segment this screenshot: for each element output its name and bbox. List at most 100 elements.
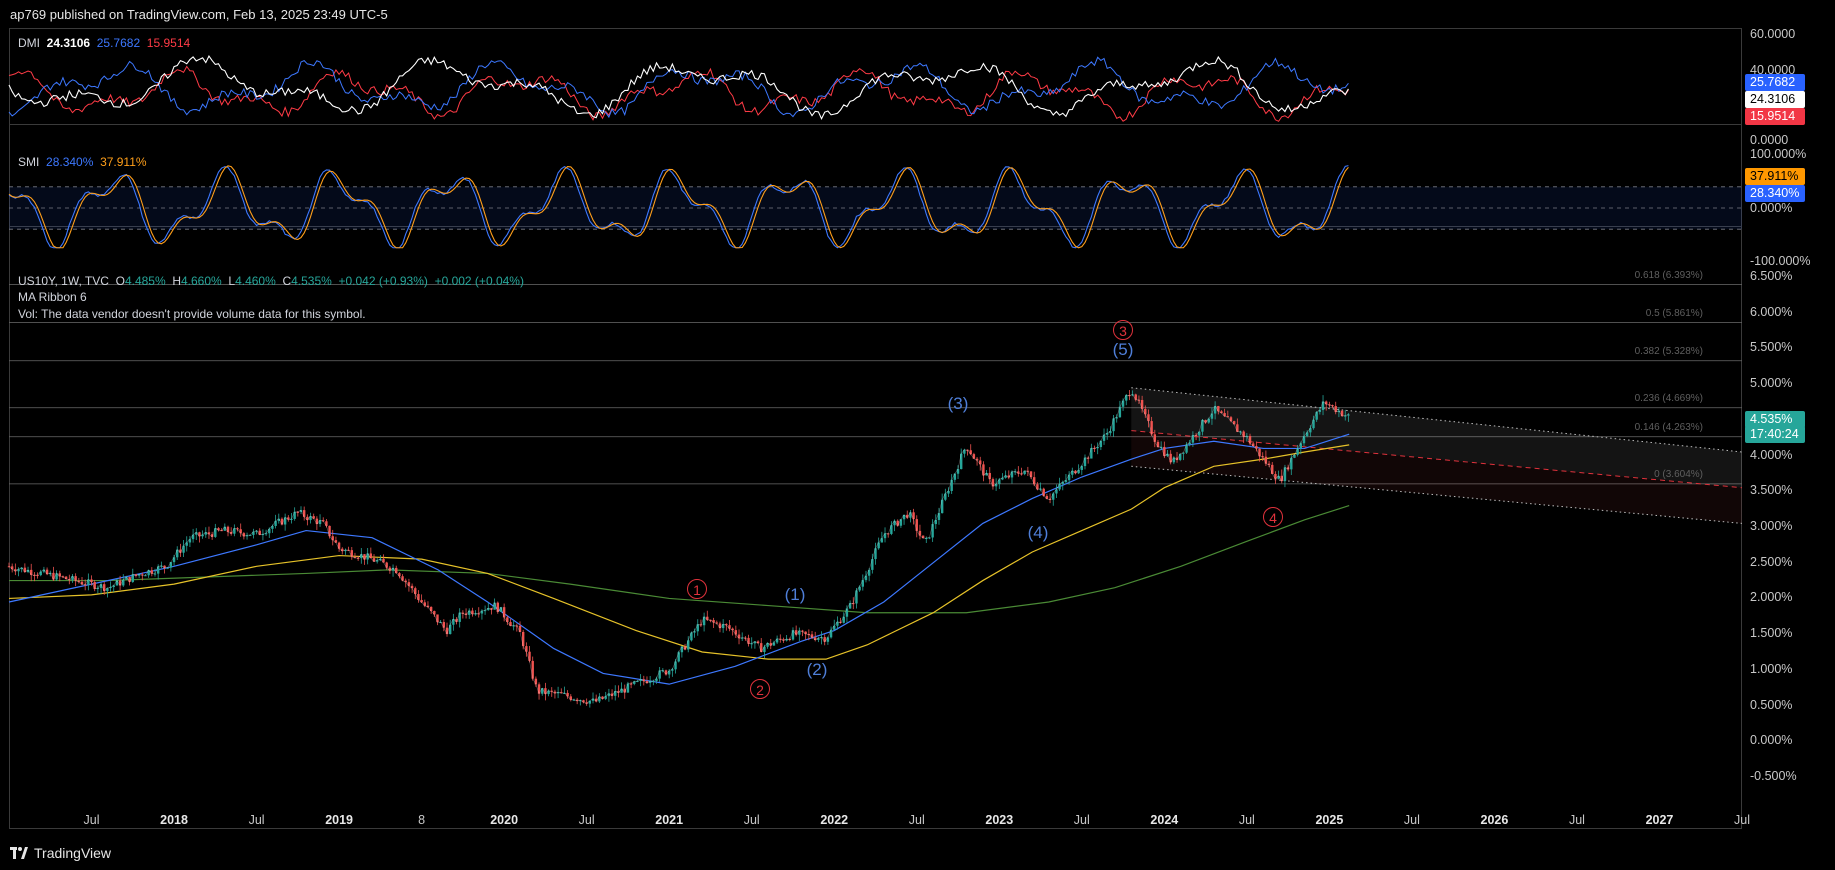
time-tick: 2018 bbox=[160, 813, 188, 827]
dmi-axis-40: 40.0000 bbox=[1750, 63, 1796, 77]
candle-body bbox=[141, 574, 144, 576]
candle-body bbox=[1017, 471, 1020, 474]
price-tick: -0.500% bbox=[1750, 769, 1797, 783]
candle-body bbox=[1277, 475, 1280, 479]
candle-body bbox=[509, 622, 512, 626]
time-tick: Jul bbox=[743, 813, 760, 827]
candle-body bbox=[756, 641, 760, 644]
candle-body bbox=[1169, 453, 1172, 463]
wave-label-b1[interactable]: (1) bbox=[784, 585, 806, 604]
candle-body bbox=[331, 536, 334, 541]
smi-value: 28.340% bbox=[46, 155, 94, 169]
candle-body bbox=[959, 453, 963, 470]
pane-separator-dmi[interactable] bbox=[9, 124, 1742, 125]
trend-channel bbox=[1131, 387, 1743, 524]
wave-label-2[interactable]: 2 bbox=[750, 679, 770, 699]
candle-body bbox=[49, 572, 52, 575]
candle-body bbox=[249, 534, 252, 536]
candle-body bbox=[1109, 431, 1112, 434]
candle-body bbox=[137, 574, 141, 576]
candle-body bbox=[1096, 447, 1099, 449]
candle-body bbox=[1099, 440, 1103, 448]
dmi-adx: 24.3106 bbox=[46, 36, 91, 50]
candle-body bbox=[588, 700, 592, 704]
candle-body bbox=[496, 602, 499, 612]
candle-body bbox=[775, 638, 779, 643]
footer-brand[interactable]: TradingView bbox=[10, 845, 111, 861]
wave-label-b3[interactable]: (3) bbox=[947, 394, 969, 413]
candle-body bbox=[1258, 448, 1261, 457]
candle-body bbox=[871, 559, 874, 570]
candle-body bbox=[994, 483, 998, 487]
candle-body bbox=[718, 623, 722, 629]
candle-body bbox=[90, 579, 93, 583]
candle-body bbox=[490, 608, 493, 610]
candle-body bbox=[172, 557, 176, 563]
candle-body bbox=[766, 642, 769, 647]
candle-body bbox=[306, 516, 309, 521]
smi-signal-line bbox=[8, 165, 1349, 249]
wave-label-1[interactable]: 1 bbox=[687, 579, 707, 599]
time-tick: 2025 bbox=[1315, 813, 1344, 827]
candle-body bbox=[547, 690, 550, 695]
close-value: 4.535% bbox=[291, 274, 332, 288]
price-tick: 3.000% bbox=[1750, 519, 1793, 533]
candle-body bbox=[855, 590, 858, 604]
wave-label-b4[interactable]: (4) bbox=[1027, 523, 1049, 542]
candle-body bbox=[1305, 432, 1309, 437]
change-value: +0.042 (+0.93%) bbox=[338, 274, 428, 288]
pane-separator-smi[interactable] bbox=[9, 226, 1742, 227]
low-label: L bbox=[228, 274, 236, 288]
price-tick: 1.000% bbox=[1750, 661, 1793, 676]
candle-body bbox=[699, 624, 703, 626]
price-tick: 2.500% bbox=[1750, 554, 1793, 569]
symbol-name: US10Y, 1W, TVC bbox=[18, 274, 109, 288]
candle-body bbox=[77, 580, 81, 582]
candle-body bbox=[1340, 410, 1344, 417]
candle-body bbox=[388, 567, 392, 571]
candle-body bbox=[975, 458, 979, 461]
ma-ribbon-legend[interactable]: MA Ribbon 6 bbox=[18, 290, 87, 304]
fib-label: 0.382 (5.328%) bbox=[1634, 345, 1703, 357]
open-label: O bbox=[115, 274, 125, 288]
candle-body bbox=[398, 573, 401, 577]
candle-body bbox=[1239, 431, 1242, 433]
candle-body bbox=[487, 608, 490, 611]
smi-legend[interactable]: SMI 28.340% 37.911% bbox=[18, 155, 147, 169]
wave-label-b2[interactable]: (2) bbox=[806, 660, 828, 679]
candle-body bbox=[134, 574, 138, 576]
candle-body bbox=[493, 602, 496, 610]
candle-body bbox=[1172, 457, 1176, 463]
candle-body bbox=[604, 696, 607, 699]
candle-body bbox=[886, 533, 890, 535]
ma-long-line bbox=[9, 505, 1350, 614]
candle-body bbox=[683, 646, 687, 650]
candle-body bbox=[658, 670, 661, 679]
candle-body bbox=[674, 661, 677, 670]
candle-body bbox=[287, 517, 290, 520]
dmi-legend[interactable]: DMI 24.3106 25.7682 15.9514 bbox=[18, 36, 190, 50]
candle-body bbox=[395, 567, 398, 574]
candle-body bbox=[518, 625, 522, 632]
wave-label-b5[interactable]: (5) bbox=[1112, 340, 1134, 359]
candle-body bbox=[7, 566, 11, 568]
candle-body bbox=[1045, 495, 1049, 499]
candle-body bbox=[598, 696, 601, 702]
smi-axis-neg100: -100.000% bbox=[1750, 254, 1811, 268]
candle-body bbox=[1252, 443, 1255, 447]
wave-label-3[interactable]: 3 bbox=[1113, 320, 1133, 340]
candle-body bbox=[706, 616, 709, 620]
candle-body bbox=[1283, 467, 1287, 482]
candle-body bbox=[407, 582, 411, 586]
candle-body bbox=[23, 567, 27, 572]
wave-label-4[interactable]: 4 bbox=[1263, 507, 1283, 527]
volume-legend[interactable]: Vol: The data vendor doesn't provide vol… bbox=[18, 307, 366, 321]
channel-lower-line bbox=[1131, 465, 1743, 524]
symbol-legend[interactable]: US10Y, 1W, TVC O4.485% H4.660% L4.460% C… bbox=[18, 274, 524, 288]
candle-body bbox=[671, 669, 674, 671]
candle-body bbox=[480, 610, 484, 614]
candle-body bbox=[439, 622, 442, 624]
candle-body bbox=[474, 613, 477, 615]
candle-body bbox=[667, 670, 671, 675]
